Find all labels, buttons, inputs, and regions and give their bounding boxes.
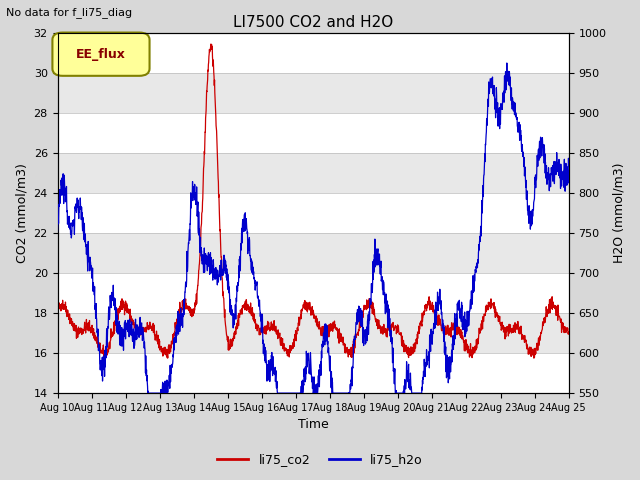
Line: li75_h2o: li75_h2o bbox=[58, 63, 569, 393]
Bar bbox=[58, 313, 569, 353]
li75_co2 bbox=[565, 331, 573, 336]
Line: li75_co2: li75_co2 bbox=[58, 44, 569, 358]
Bar bbox=[58, 353, 569, 393]
Bar bbox=[58, 72, 569, 113]
li75_h2o bbox=[550, 170, 558, 176]
li75_co2 bbox=[530, 355, 538, 361]
li75_co2 bbox=[303, 304, 310, 310]
Text: No data for f_li75_diag: No data for f_li75_diag bbox=[6, 7, 132, 18]
li75_h2o bbox=[456, 306, 464, 312]
li75_co2 bbox=[80, 327, 88, 333]
li75_co2 bbox=[54, 307, 61, 312]
Y-axis label: H2O (mmol/m3): H2O (mmol/m3) bbox=[612, 163, 625, 263]
li75_co2 bbox=[550, 305, 558, 311]
li75_co2 bbox=[550, 303, 558, 309]
Title: LI7500 CO2 and H2O: LI7500 CO2 and H2O bbox=[233, 15, 393, 30]
Bar bbox=[58, 233, 569, 273]
FancyBboxPatch shape bbox=[52, 33, 150, 76]
li75_h2o bbox=[503, 60, 511, 66]
li75_h2o bbox=[289, 390, 296, 396]
li75_h2o bbox=[303, 348, 310, 354]
Text: EE_flux: EE_flux bbox=[76, 48, 126, 60]
li75_h2o bbox=[550, 181, 558, 187]
Bar bbox=[58, 153, 569, 193]
Bar bbox=[58, 33, 569, 72]
li75_co2 bbox=[456, 329, 464, 335]
Legend: li75_co2, li75_h2o: li75_co2, li75_h2o bbox=[212, 448, 428, 471]
X-axis label: Time: Time bbox=[298, 419, 328, 432]
li75_h2o bbox=[80, 231, 88, 237]
Y-axis label: CO2 (mmol/m3): CO2 (mmol/m3) bbox=[15, 163, 28, 263]
Bar bbox=[58, 193, 569, 233]
li75_co2 bbox=[207, 41, 215, 47]
Bar bbox=[58, 273, 569, 313]
li75_h2o bbox=[54, 228, 61, 234]
li75_co2 bbox=[289, 340, 296, 346]
Bar bbox=[58, 113, 569, 153]
li75_h2o bbox=[565, 163, 573, 169]
li75_h2o bbox=[144, 390, 152, 396]
